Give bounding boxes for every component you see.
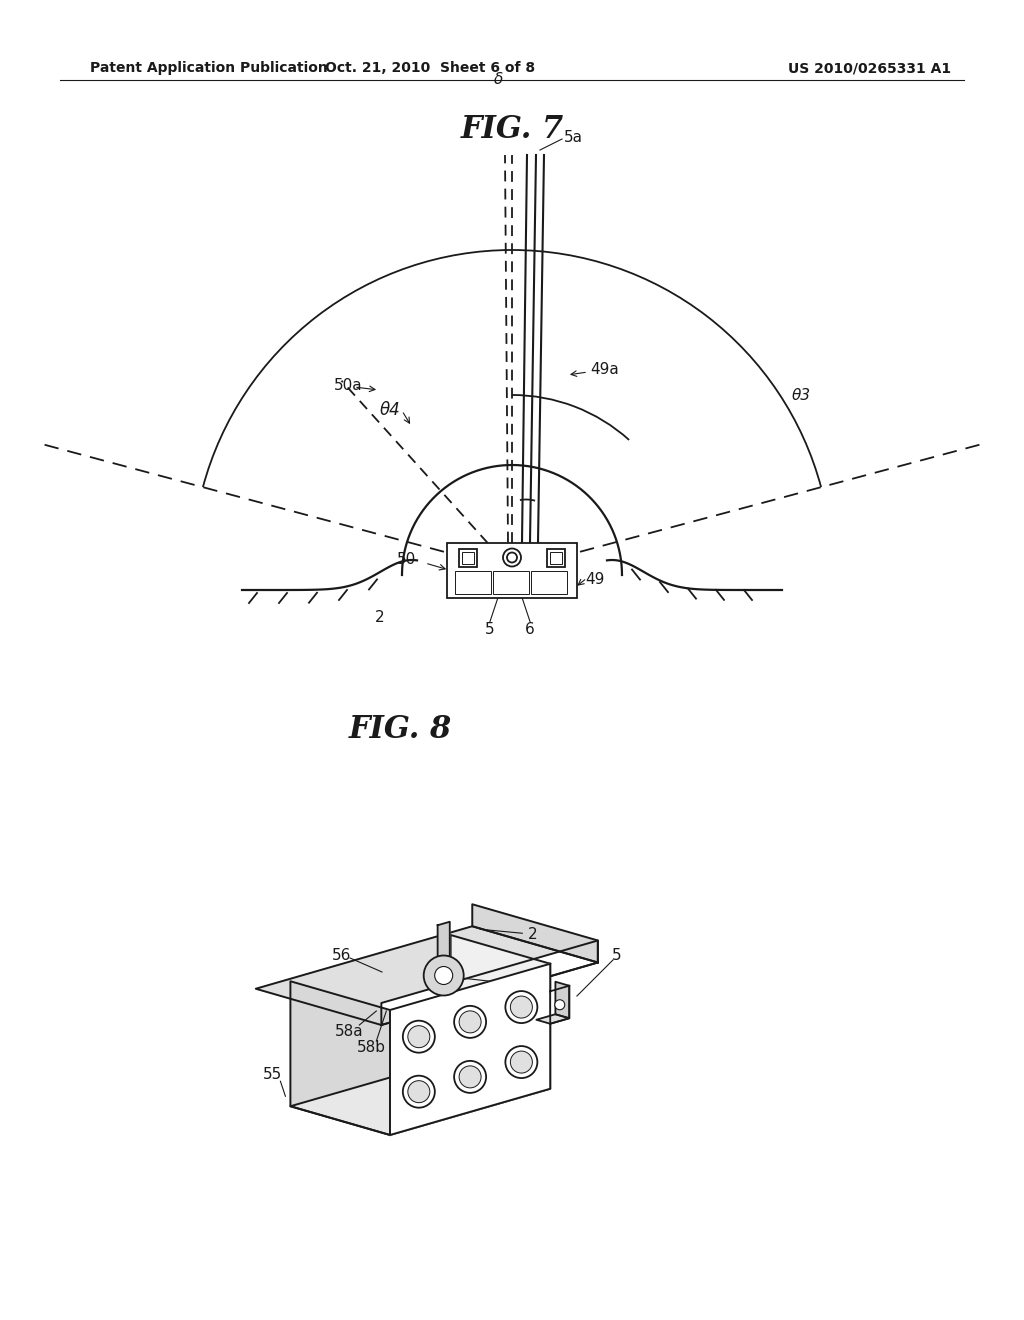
Bar: [459, 549, 477, 566]
Text: 50: 50: [397, 553, 416, 568]
Bar: [455, 570, 490, 594]
Circle shape: [454, 1006, 486, 1038]
Circle shape: [408, 1081, 430, 1102]
Polygon shape: [291, 1060, 550, 1135]
Text: 55: 55: [263, 1067, 282, 1082]
Text: Oct. 21, 2010  Sheet 6 of 8: Oct. 21, 2010 Sheet 6 of 8: [325, 61, 536, 75]
Bar: [550, 552, 562, 564]
Text: 5a: 5a: [564, 129, 583, 144]
Bar: [447, 543, 577, 598]
Polygon shape: [550, 986, 569, 1024]
Polygon shape: [291, 981, 390, 1135]
Circle shape: [402, 1020, 435, 1052]
Text: 58c: 58c: [406, 1040, 433, 1056]
Text: 6: 6: [525, 622, 535, 638]
Polygon shape: [381, 940, 598, 1026]
Polygon shape: [537, 1014, 569, 1024]
Text: 2: 2: [375, 610, 385, 624]
Text: 49a: 49a: [590, 363, 618, 378]
Circle shape: [408, 1026, 430, 1048]
Text: 58: 58: [388, 1023, 407, 1039]
Text: 58b: 58b: [356, 1040, 386, 1056]
Text: 56: 56: [332, 948, 351, 962]
Bar: [493, 570, 529, 594]
Polygon shape: [451, 935, 550, 1089]
Text: δ: δ: [494, 73, 504, 87]
Polygon shape: [256, 927, 598, 1026]
Bar: [462, 552, 474, 564]
Circle shape: [503, 549, 521, 566]
Circle shape: [459, 1065, 481, 1088]
Polygon shape: [390, 964, 550, 1135]
Text: 50a: 50a: [334, 378, 362, 392]
Text: 57b: 57b: [471, 1039, 500, 1053]
Text: 6: 6: [507, 975, 516, 991]
Circle shape: [424, 956, 464, 995]
Text: FIG. 7: FIG. 7: [461, 115, 563, 145]
Text: θ4: θ4: [380, 401, 400, 420]
Bar: [531, 570, 567, 594]
Circle shape: [555, 999, 565, 1010]
Circle shape: [454, 1061, 486, 1093]
Bar: [547, 549, 565, 566]
Text: US 2010/0265331 A1: US 2010/0265331 A1: [788, 61, 951, 75]
Text: 57: 57: [485, 1011, 505, 1026]
Circle shape: [507, 553, 517, 562]
Text: 58a: 58a: [335, 1023, 364, 1039]
Text: 57a: 57a: [456, 1024, 484, 1040]
Circle shape: [510, 997, 532, 1018]
Circle shape: [506, 991, 538, 1023]
Circle shape: [459, 1011, 481, 1032]
Text: θ3: θ3: [792, 388, 811, 403]
Circle shape: [435, 966, 453, 985]
Polygon shape: [437, 921, 450, 975]
Text: FIG. 8: FIG. 8: [348, 714, 452, 746]
Polygon shape: [472, 904, 598, 962]
Text: 49: 49: [585, 573, 604, 587]
Circle shape: [506, 1045, 538, 1078]
Circle shape: [510, 1051, 532, 1073]
Text: 5: 5: [612, 949, 622, 964]
Text: 5: 5: [485, 622, 495, 638]
Text: 2: 2: [527, 927, 537, 941]
Circle shape: [402, 1076, 435, 1107]
Text: Patent Application Publication: Patent Application Publication: [90, 61, 328, 75]
Polygon shape: [555, 982, 569, 1018]
